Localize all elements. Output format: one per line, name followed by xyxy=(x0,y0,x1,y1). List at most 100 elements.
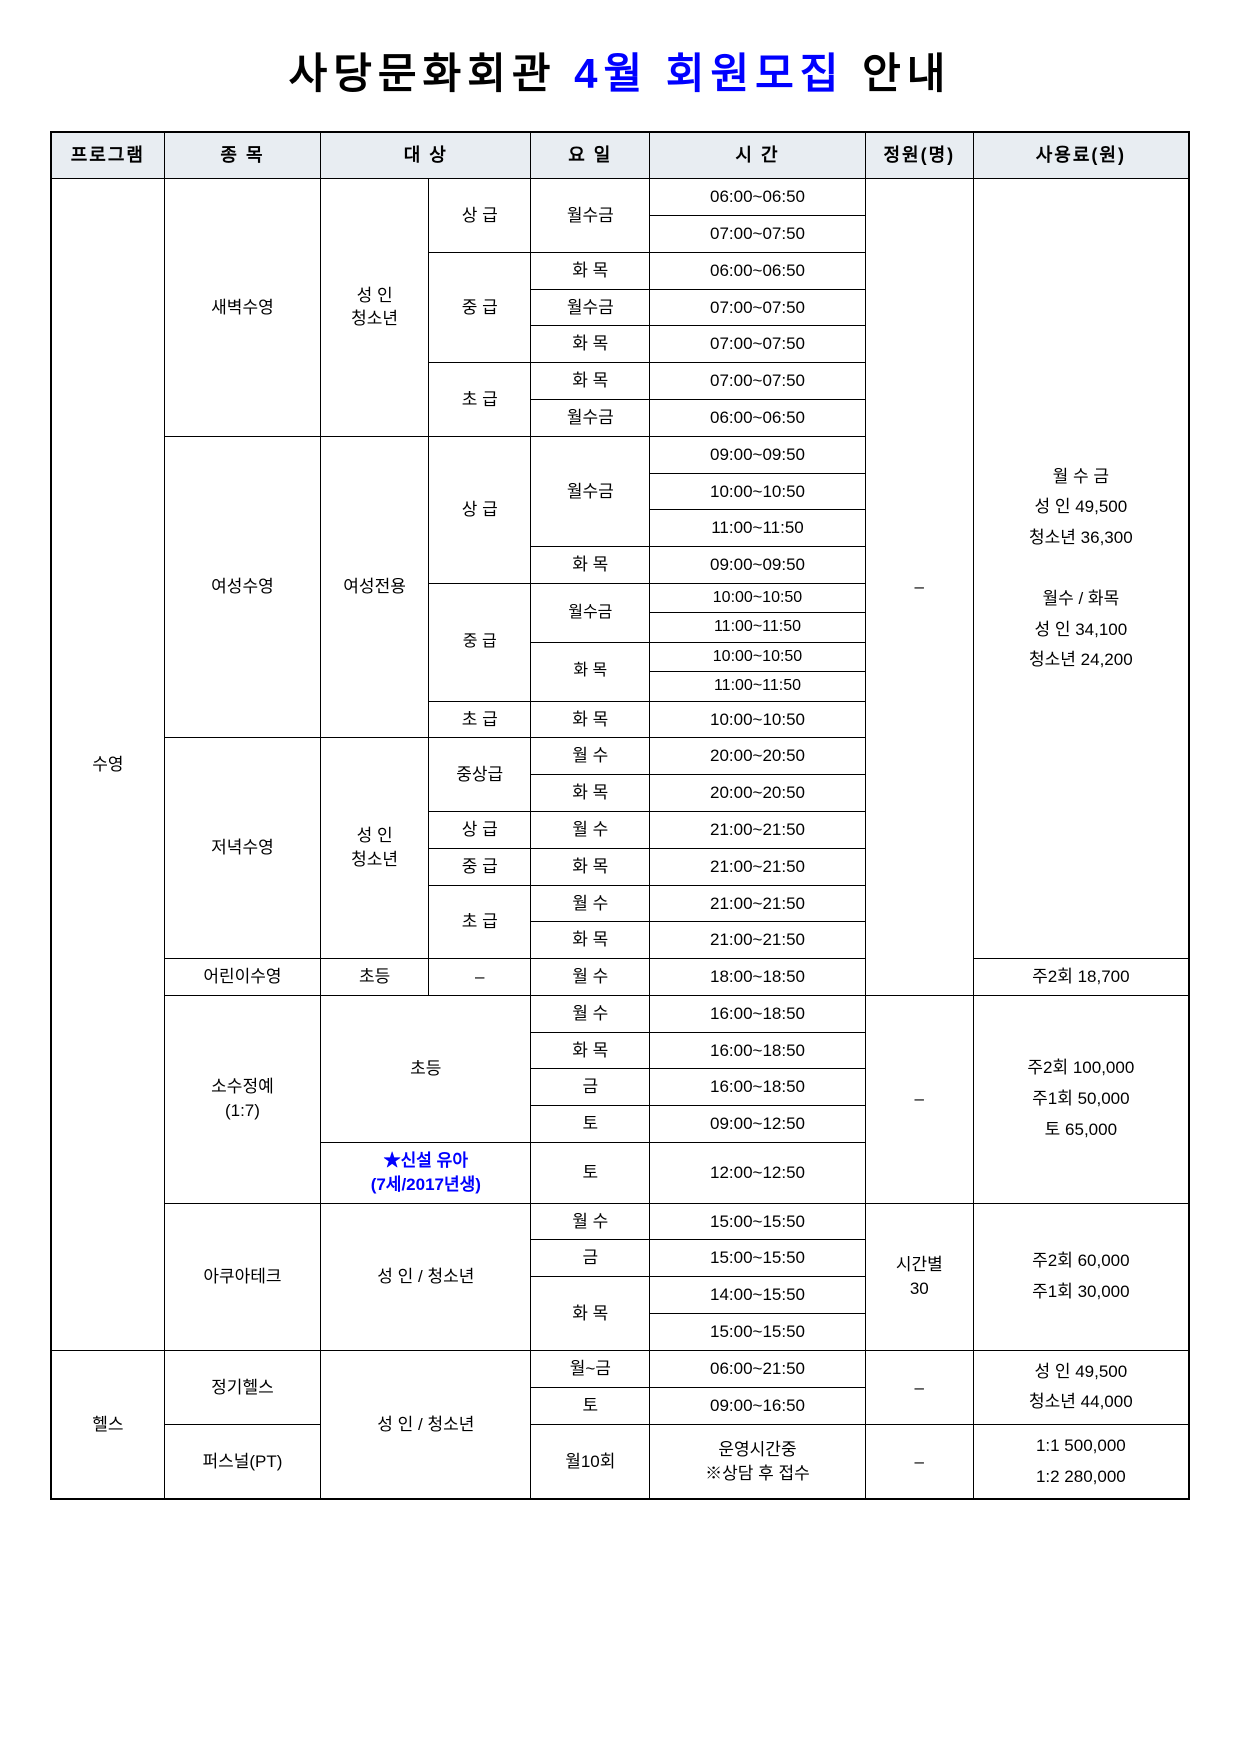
day-tt: 화 목 xyxy=(531,1032,650,1069)
cat-regular-health: 정기헬스 xyxy=(164,1350,320,1424)
time: 07:00~07:50 xyxy=(650,326,866,363)
day-sat: 토 xyxy=(531,1106,650,1143)
time: 06:00~06:50 xyxy=(650,399,866,436)
time-pt: 운영시간중 ※상담 후 접수 xyxy=(650,1425,866,1500)
day-mwf: 월수금 xyxy=(531,399,650,436)
fee-line: 월수 / 화목 xyxy=(1042,589,1119,608)
th-capacity: 정원(명) xyxy=(865,132,973,179)
target-female-only: 여성전용 xyxy=(321,436,429,738)
time: 10:00~10:50 xyxy=(650,642,866,671)
target-adult-youth-line: 성 인 / 청소년 xyxy=(321,1350,531,1499)
level-basic: 초 급 xyxy=(429,885,531,959)
fee-elite: 주2회 100,000 주1회 50,000 토 65,000 xyxy=(973,995,1189,1203)
time: 18:00~18:50 xyxy=(650,959,866,996)
time: 06:00~06:50 xyxy=(650,252,866,289)
cap-dash: – xyxy=(865,1425,973,1500)
time: 15:00~15:50 xyxy=(650,1314,866,1351)
fee-line: 1:2 280,000 xyxy=(1036,1467,1126,1486)
cat-evening: 저녁수영 xyxy=(164,738,320,959)
level-inter: 중 급 xyxy=(429,583,531,701)
day-tt: 화 목 xyxy=(531,701,650,738)
time: 16:00~18:50 xyxy=(650,1069,866,1106)
fee-line: 주1회 50,000 xyxy=(1032,1089,1129,1108)
day-mw: 월 수 xyxy=(531,885,650,922)
title-suffix: 안내 xyxy=(862,50,951,97)
day-tt: 화 목 xyxy=(531,326,650,363)
th-program: 프로그램 xyxy=(51,132,164,179)
time: 07:00~07:50 xyxy=(650,215,866,252)
target-adult-youth: 성 인 청소년 xyxy=(321,738,429,959)
time: 10:00~10:50 xyxy=(650,583,866,612)
cap-dash: – xyxy=(865,995,973,1203)
fee-pt: 1:1 500,000 1:2 280,000 xyxy=(973,1425,1189,1500)
cat-dawn: 새벽수영 xyxy=(164,179,320,437)
table-row: 아쿠아테크 성 인 / 청소년 월 수 15:00~15:50 시간별 30 주… xyxy=(51,1203,1189,1240)
day-mw: 월 수 xyxy=(531,1203,650,1240)
day-mw: 월 수 xyxy=(531,811,650,848)
day-tt: 화 목 xyxy=(531,922,650,959)
fee-line: 1:1 500,000 xyxy=(1036,1436,1126,1455)
time: 11:00~11:50 xyxy=(650,510,866,547)
time: 06:00~06:50 xyxy=(650,179,866,216)
time: 15:00~15:50 xyxy=(650,1240,866,1277)
level-advanced: 상 급 xyxy=(429,811,531,848)
target-new-infant: ★신설 유아 (7세/2017년생) xyxy=(321,1143,531,1204)
fee-aqua: 주2회 60,000 주1회 30,000 xyxy=(973,1203,1189,1350)
fee-line: 주2회 60,000 xyxy=(1032,1251,1129,1270)
fee-line: 청소년 36,300 xyxy=(1029,528,1133,547)
time: 07:00~07:50 xyxy=(650,363,866,400)
time: 21:00~21:50 xyxy=(650,811,866,848)
program-health: 헬스 xyxy=(51,1350,164,1499)
fee-line: 토 65,000 xyxy=(1045,1120,1117,1139)
table-row: 소수정예 (1:7) 초등 월 수 16:00~18:50 – 주2회 100,… xyxy=(51,995,1189,1032)
day-tt: 화 목 xyxy=(531,1277,650,1351)
level-midadv: 중상급 xyxy=(429,738,531,812)
level-advanced: 상 급 xyxy=(429,179,531,253)
time: 09:00~09:50 xyxy=(650,436,866,473)
level-basic: 초 급 xyxy=(429,701,531,738)
time: 15:00~15:50 xyxy=(650,1203,866,1240)
time-l1: 운영시간중 xyxy=(718,1440,796,1459)
title-mid: 회원모집 xyxy=(666,50,845,97)
th-time: 시 간 xyxy=(650,132,866,179)
new-infant-l1: ★신설 유아 xyxy=(384,1151,468,1170)
day-tt: 화 목 xyxy=(531,848,650,885)
cat-child: 어린이수영 xyxy=(164,959,320,996)
table-row: 퍼스널(PT) 월10회 운영시간중 ※상담 후 접수 – 1:1 500,00… xyxy=(51,1425,1189,1500)
time: 21:00~21:50 xyxy=(650,885,866,922)
table-header-row: 프로그램 종 목 대 상 요 일 시 간 정원(명) 사용료(원) xyxy=(51,132,1189,179)
day-tt: 화 목 xyxy=(531,547,650,584)
day-mwf: 월수금 xyxy=(531,179,650,253)
time: 10:00~10:50 xyxy=(650,473,866,510)
day-mwf: 월수금 xyxy=(531,436,650,546)
schedule-table: 프로그램 종 목 대 상 요 일 시 간 정원(명) 사용료(원) 수영 새벽수… xyxy=(50,131,1190,1500)
fee-health: 성 인 49,500 청소년 44,000 xyxy=(973,1350,1189,1424)
cap-bytime: 시간별 30 xyxy=(865,1203,973,1350)
fee-line: 주1회 30,000 xyxy=(1032,1282,1129,1301)
time: 12:00~12:50 xyxy=(650,1143,866,1204)
table-row: 어린이수영 초등 – 월 수 18:00~18:50 주2회 18,700 xyxy=(51,959,1189,996)
level-basic: 초 급 xyxy=(429,363,531,437)
day-mw: 월 수 xyxy=(531,738,650,775)
time: 07:00~07:50 xyxy=(650,289,866,326)
time: 06:00~21:50 xyxy=(650,1350,866,1387)
level-inter: 중 급 xyxy=(429,252,531,362)
table-row: 헬스 정기헬스 성 인 / 청소년 월~금 06:00~21:50 – 성 인 … xyxy=(51,1350,1189,1387)
cat-female: 여성수영 xyxy=(164,436,320,738)
cat-aqua: 아쿠아테크 xyxy=(164,1203,320,1350)
time: 11:00~11:50 xyxy=(650,672,866,701)
time: 16:00~18:50 xyxy=(650,995,866,1032)
time: 16:00~18:50 xyxy=(650,1032,866,1069)
level-inter: 중 급 xyxy=(429,848,531,885)
cap-dash: – xyxy=(865,179,973,996)
day-m10: 월10회 xyxy=(531,1425,650,1500)
time: 20:00~20:50 xyxy=(650,738,866,775)
time: 09:00~12:50 xyxy=(650,1106,866,1143)
cap-dash: – xyxy=(865,1350,973,1424)
day-tt: 화 목 xyxy=(531,775,650,812)
fee-line: 성 인 49,500 xyxy=(1034,497,1127,516)
fee-line: 청소년 44,000 xyxy=(1029,1392,1133,1411)
fee-line: 성 인 49,500 xyxy=(1034,1362,1127,1381)
time: 21:00~21:50 xyxy=(650,848,866,885)
th-fee: 사용료(원) xyxy=(973,132,1189,179)
